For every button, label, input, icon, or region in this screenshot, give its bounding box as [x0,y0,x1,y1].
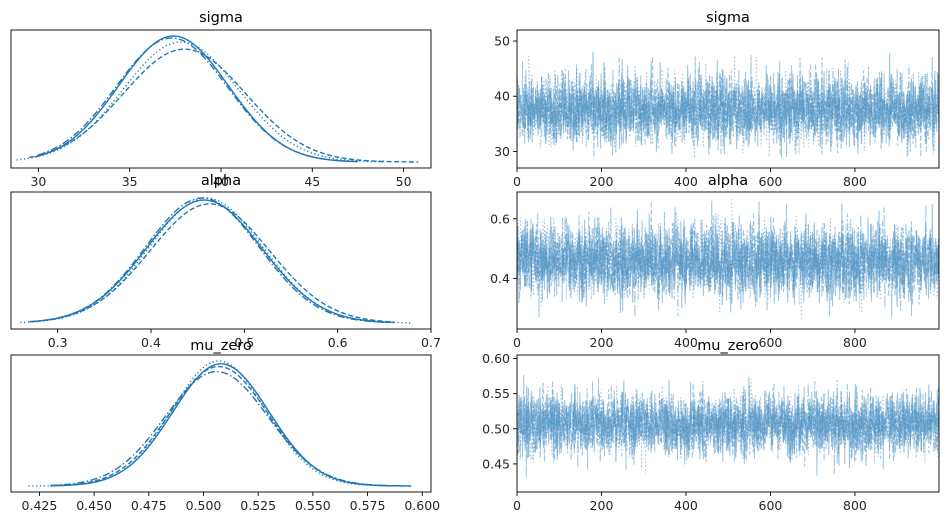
x-tick-label: 0.4 [141,335,161,350]
x-tick-label: 800 [843,498,867,513]
x-tick-label: 800 [843,174,867,189]
x-tick-label: 0.425 [22,498,58,513]
sigma-density-curves [16,35,419,163]
y-tick-label: 50 [494,34,510,49]
x-tick-label: 50 [396,174,412,189]
x-tick-label: 0.525 [240,498,276,513]
mu-zero-trace-panel: mu_zero 0 200 400 600 800 0.45 0.50 0.55 0.60 [482,338,940,513]
y-axis-ticks: 30 40 50 [494,34,517,159]
sigma-trace-lines [517,51,939,159]
alpha-density-panel: alpha 0.3 0.4 0.5 0.6 0.7 [10,173,441,350]
x-tick-label: 0.500 [186,498,222,513]
trace-line-chain-3 [517,203,939,318]
x-tick-label: 400 [674,335,698,350]
panel-title: sigma [199,10,243,26]
y-tick-label: 0.6 [490,211,510,226]
kde-curve-chain-1 [16,41,386,163]
kde-curve-chain-0 [34,35,358,163]
sigma-trace-panel: sigma 0 200 400 600 800 30 40 50 [494,10,940,189]
kde-curve-chain-2 [50,365,401,487]
x-tick-label: 0.475 [131,498,167,513]
sigma-density-axes [10,29,432,169]
x-tick-label: 0.6 [328,335,348,350]
x-tick-label: 0.5 [234,335,254,350]
x-tick-label: 0 [513,335,521,350]
kde-curve-chain-3 [50,370,401,487]
mu-zero-density-panel: mu_zero 0.425 0.450 0.475 0.500 0.525 0.550 0.… [10,338,440,513]
panel-title: alpha [708,173,748,189]
alpha-trace-panel: alpha 0 200 400 600 800 0.4 0.6 [490,173,940,350]
alpha-density-axes [10,191,432,330]
x-tick-label: 600 [759,174,783,189]
trace-line-chain-2 [517,200,939,318]
x-tick-label: 400 [674,498,698,513]
mu-zero-density-curves [28,360,412,487]
kde-curve-chain-0 [29,199,394,324]
alpha-density-curves [20,197,413,324]
sigma-density-panel: sigma 30 35 40 45 50 [10,10,432,189]
x-axis-ticks: 0 200 400 600 800 [513,168,867,189]
kde-curve-chain-3 [29,197,385,323]
x-tick-label: 200 [590,335,614,350]
x-tick-label: 0.575 [350,498,386,513]
kde-curve-chain-1 [28,360,412,487]
y-axis-ticks: 0.4 0.6 [490,211,517,286]
kde-curve-chain-2 [29,203,394,323]
kde-curve-chain-0 [50,363,412,487]
alpha-trace-axes [516,191,940,330]
y-tick-label: 0.50 [482,421,510,436]
x-tick-label: 0.450 [76,498,112,513]
x-tick-label: 200 [590,498,614,513]
x-tick-label: 35 [122,174,138,189]
sigma-trace-axes [516,29,940,169]
x-tick-label: 400 [674,174,698,189]
panel-title: mu_zero [697,338,759,354]
x-tick-label: 0.3 [48,335,68,350]
x-axis-ticks: 0.3 0.4 0.5 0.6 0.7 [48,329,441,350]
mu-zero-trace-lines [517,374,939,478]
x-tick-label: 0 [513,498,521,513]
x-tick-label: 40 [213,174,229,189]
x-tick-label: 0.7 [421,335,441,350]
x-tick-label: 600 [759,335,783,350]
x-axis-ticks: 0 200 400 600 800 [513,329,867,350]
mu-zero-density-axes [10,354,432,493]
panel-title: mu_zero [190,338,252,354]
x-tick-label: 30 [30,174,46,189]
kde-curve-chain-3 [38,37,349,162]
y-axis-ticks: 0.45 0.50 0.55 0.60 [482,351,517,471]
x-tick-label: 0 [513,174,521,189]
kde-curve-chain-2 [29,48,419,163]
x-tick-label: 600 [759,498,783,513]
y-tick-label: 30 [494,144,510,159]
x-tick-label: 800 [843,335,867,350]
alpha-trace-lines [517,197,939,321]
x-axis-ticks: 30 35 40 45 50 [30,168,412,189]
kde-curve-chain-1 [20,197,413,324]
y-tick-label: 0.55 [482,386,510,401]
trace-line-chain-3 [517,374,939,478]
panel-title: sigma [706,10,750,26]
y-tick-label: 40 [494,89,510,104]
mu-zero-trace-axes [516,354,940,493]
y-tick-label: 0.4 [490,271,510,286]
x-tick-label: 0.550 [295,498,331,513]
x-tick-label: 0.600 [404,498,440,513]
panel-title: alpha [201,173,241,189]
trace-line-chain-3 [517,54,939,155]
x-tick-label: 200 [590,174,614,189]
x-axis-ticks: 0.425 0.450 0.475 0.500 0.525 0.550 0.575 0.600 [22,492,440,513]
x-axis-ticks: 0 200 400 600 800 [513,492,867,513]
x-tick-label: 45 [304,174,320,189]
y-tick-label: 0.45 [482,456,510,471]
y-tick-label: 0.60 [482,351,510,366]
